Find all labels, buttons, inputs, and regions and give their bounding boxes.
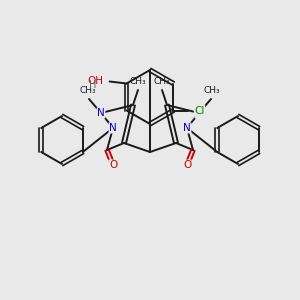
Text: CH₃: CH₃ <box>154 77 170 86</box>
Text: OH: OH <box>88 76 103 86</box>
Text: O: O <box>109 160 117 170</box>
Text: N: N <box>109 123 117 133</box>
Text: CH₃: CH₃ <box>80 86 96 95</box>
Text: N: N <box>195 108 203 118</box>
Text: H: H <box>89 80 96 89</box>
Text: N: N <box>183 123 191 133</box>
Text: O: O <box>183 160 191 170</box>
Text: CH₃: CH₃ <box>204 86 220 95</box>
Text: CH₃: CH₃ <box>130 77 146 86</box>
Text: N: N <box>97 108 105 118</box>
Text: Cl: Cl <box>194 106 205 116</box>
